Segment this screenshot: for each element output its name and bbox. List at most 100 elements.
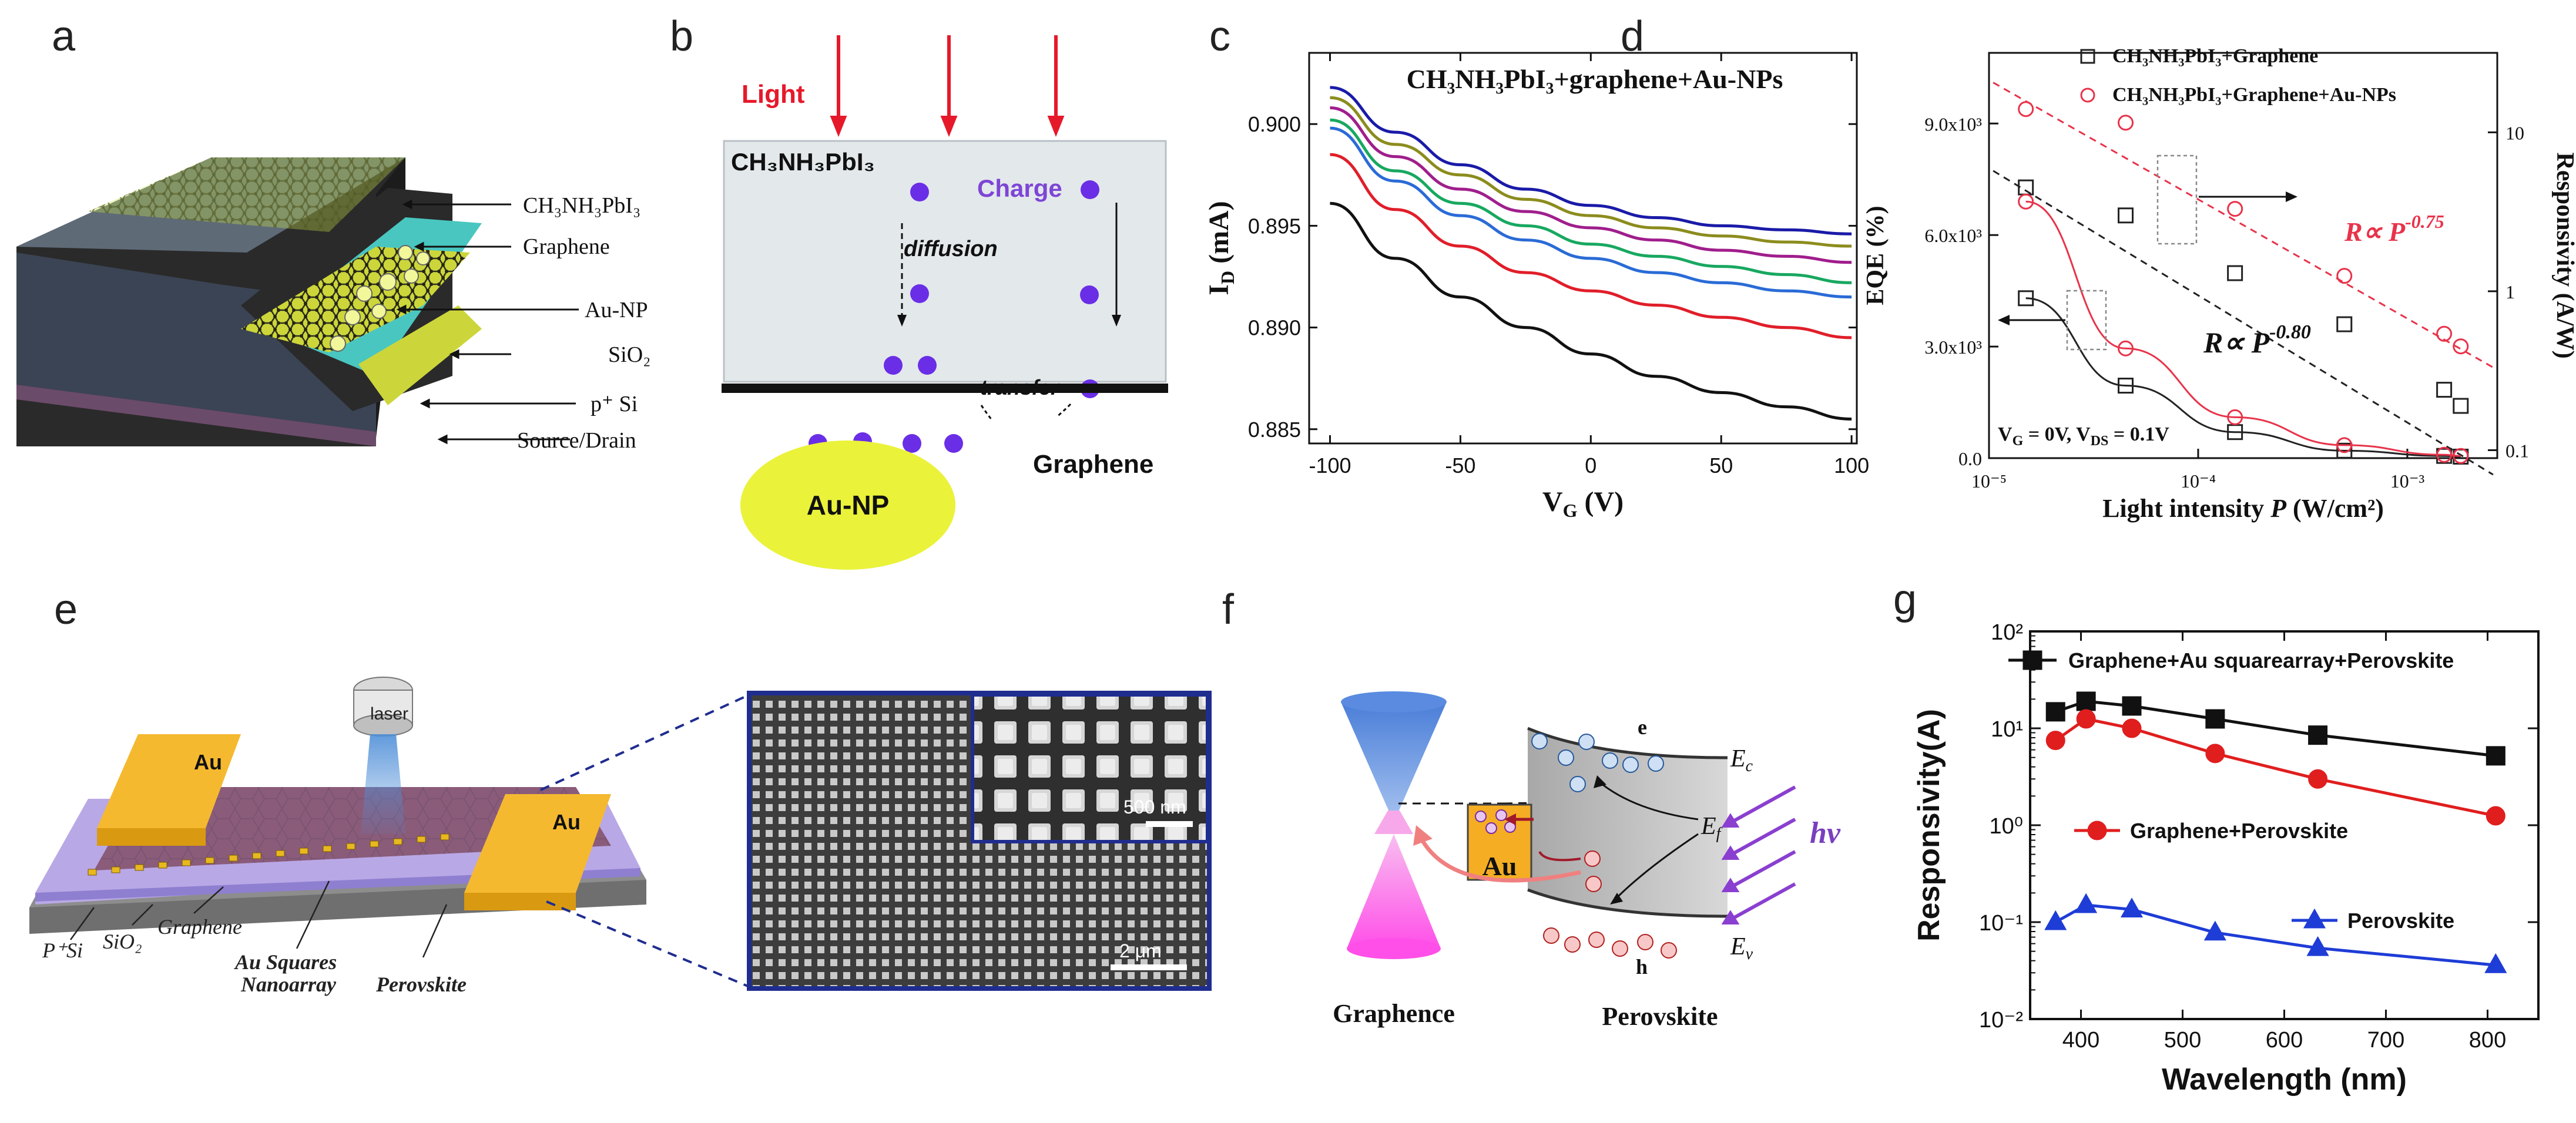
x-axis-label-g: Wavelength (nm) [2162, 1063, 2407, 1097]
graphene-label-b: Graphene [1033, 450, 1153, 479]
panel-g: g 400 500 600 700 800 10⁻² 10⁻¹ 10⁰ 10¹ 10² Graphe… [1893, 576, 2540, 1097]
condition-label-d: VG = 0V, VDS = 0.1V [1998, 423, 2169, 449]
y-tick-label-g: 10² [1991, 620, 2023, 645]
x-axis-label-c: VG (V) [1542, 486, 1624, 521]
resp-point-d-2 [2336, 268, 2353, 284]
hv-label-f: hν [1810, 816, 1841, 850]
scale-main-e: 2 μm [1119, 940, 1162, 961]
resp-point-d-1 [2436, 382, 2453, 398]
holes-f [1543, 850, 1677, 959]
au-right-label-e: Au [552, 810, 581, 834]
chart-c: -100 -50 0 50 100 0.885 0.890 0.895 0.900 CH₃NH₃P… [1203, 52, 1869, 521]
aunp-label-b: Au-NP [807, 490, 890, 520]
label-aunp-a: Au-NP [585, 298, 648, 322]
panel-label-f: f [1222, 586, 1235, 633]
legend-marker-g-2 [2087, 821, 2107, 840]
perovskite-layer-b [723, 140, 1167, 383]
label-ausquares-e: Au Squares [234, 950, 337, 974]
y-tick-label-left-d: 6.0x10³ [1924, 225, 1982, 246]
series-point-g-2 [2076, 709, 2096, 729]
zoom-lines-e [540, 694, 750, 988]
electrons-f [1531, 733, 1664, 792]
chart-g: 400 500 600 700 800 10⁻² 10⁻¹ 10⁰ 10¹ 10² Graphene… [1912, 620, 2540, 1097]
legend-marker-g-3 [2303, 908, 2326, 929]
y-axis-label-left-d: EQE (%) [1862, 206, 1889, 305]
label-sio2-a: SiO₂ [608, 342, 650, 367]
panel-label-d: d [1621, 13, 1644, 60]
annotation-black-d: R∝ P-0.80 [2203, 321, 2311, 359]
x-tick-label-d: 10⁻⁴ [2181, 470, 2216, 492]
resp-point-d-1 [2336, 316, 2353, 332]
y-tick-label-right-d: 1 [2505, 281, 2515, 302]
panel-e: e [29, 586, 1212, 996]
y-axis-label-right-d: Responsivity (A/W) [2551, 152, 2576, 358]
label-psi-a: p⁺ Si [591, 392, 638, 416]
au-left-label-e: Au [194, 750, 222, 774]
y-tick-label-c: 0.885 [1248, 418, 1301, 442]
x-tick-label-g: 600 [2266, 1028, 2303, 1053]
plot-frame-d [1988, 52, 2498, 459]
label-graphene-a: Graphene [523, 234, 610, 259]
perovskite-label-b: CH₃NH₃PbI₃ [731, 148, 875, 176]
dirac-cone-bottom [1347, 938, 1441, 959]
legend-label-g-2: Graphene+Perovskite [2130, 819, 2348, 843]
au-charges-f [1475, 809, 1516, 834]
series-point-g-2 [2308, 769, 2328, 789]
x-tick-label-c: 100 [1834, 453, 1869, 478]
eqe-point-d-2 [2453, 448, 2469, 464]
legend-label-d-1: CH₃NH₃PbI₃+Graphene [2112, 45, 2318, 67]
resp-point-d-2 [2436, 325, 2453, 342]
series-point-g-3 [2306, 936, 2329, 956]
legend-label-g-1: Graphene+Au squarearray+Perovskite [2068, 648, 2454, 673]
panel-label-a: a [52, 13, 76, 60]
eqe-point-d-2 [2018, 193, 2034, 210]
annotation-red-d: R∝ P-0.75 [2344, 211, 2444, 247]
series-point-g-3 [2484, 953, 2507, 973]
x-tick-label-g: 400 [2062, 1028, 2099, 1053]
series-point-g-1 [2076, 691, 2096, 711]
legend-marker-d-2 [2080, 88, 2095, 103]
resp-point-d-1 [2118, 207, 2134, 224]
legend-marker-d-1 [2080, 49, 2095, 64]
transfer-arrows-b [980, 403, 1072, 421]
resp-point-d-2 [2118, 115, 2134, 131]
panel-label-g: g [1893, 576, 1917, 623]
chart-d: 10⁻⁵ 10⁻⁴ 10⁻³ 0.0 3.0x10³ 6.0x10³ 9.0x10³ 0.1 1… [1862, 45, 2576, 523]
laser-label-e: laser [370, 704, 408, 724]
hole-label-f: h [1636, 955, 1648, 979]
arrow-left-head-d [1998, 315, 2010, 325]
series-line-c-6 [1330, 153, 1852, 339]
au-label-f: Au [1482, 851, 1517, 881]
series-line-c-3 [1330, 106, 1852, 264]
dirac-cone-lower [1347, 834, 1441, 949]
layer-leaders-a [396, 199, 579, 445]
y-tick-label-g: 10¹ [1991, 717, 2023, 742]
legend-label-d-2: CH₃NH₃PbI₃+Graphene+Au-NPs [2112, 84, 2396, 106]
arrow-right-head-d [2286, 191, 2297, 202]
y-tick-label-c: 0.895 [1248, 214, 1301, 238]
x-tick-label-c: 50 [1709, 453, 1733, 478]
y-tick-label-g: 10⁻² [1979, 1008, 2023, 1033]
charge-label-b: Charge [977, 174, 1062, 202]
series-point-g-2 [2486, 806, 2505, 826]
resp-point-d-1 [2227, 265, 2243, 281]
series-point-g-1 [2486, 746, 2505, 766]
eqe-point-d-1 [2118, 378, 2134, 394]
y-tick-label-g: 10⁰ [1989, 814, 2023, 839]
x-tick-label-d: 10⁻⁵ [1971, 470, 2007, 492]
light-arrows-b [830, 35, 1065, 137]
x-tick-label-c: -50 [1445, 453, 1475, 478]
y-tick-label-right-d: 10 [2505, 122, 2524, 143]
label-perovskite-e: Perovskite [375, 973, 467, 996]
label-perovskite-a: CH₃NH₃PbI₃ [523, 193, 640, 218]
series-point-g-3 [2044, 910, 2067, 930]
eqe-point-d-2 [2436, 446, 2453, 463]
y-tick-label-left-d: 9.0x10³ [1924, 113, 1982, 135]
y-tick-label-left-d: 0.0 [1958, 448, 1982, 469]
panel-c: c -100 -50 0 50 100 0.885 0.890 0.895 0.900 CH₃NH… [1203, 13, 1869, 521]
series-point-g-1 [2308, 725, 2328, 745]
x-tick-label-g: 800 [2469, 1028, 2506, 1053]
label-psi-e: P⁺Si [42, 939, 83, 962]
series-line-c-7 [1330, 201, 1852, 421]
y-tick-label-g: 10⁻¹ [1979, 911, 2023, 936]
